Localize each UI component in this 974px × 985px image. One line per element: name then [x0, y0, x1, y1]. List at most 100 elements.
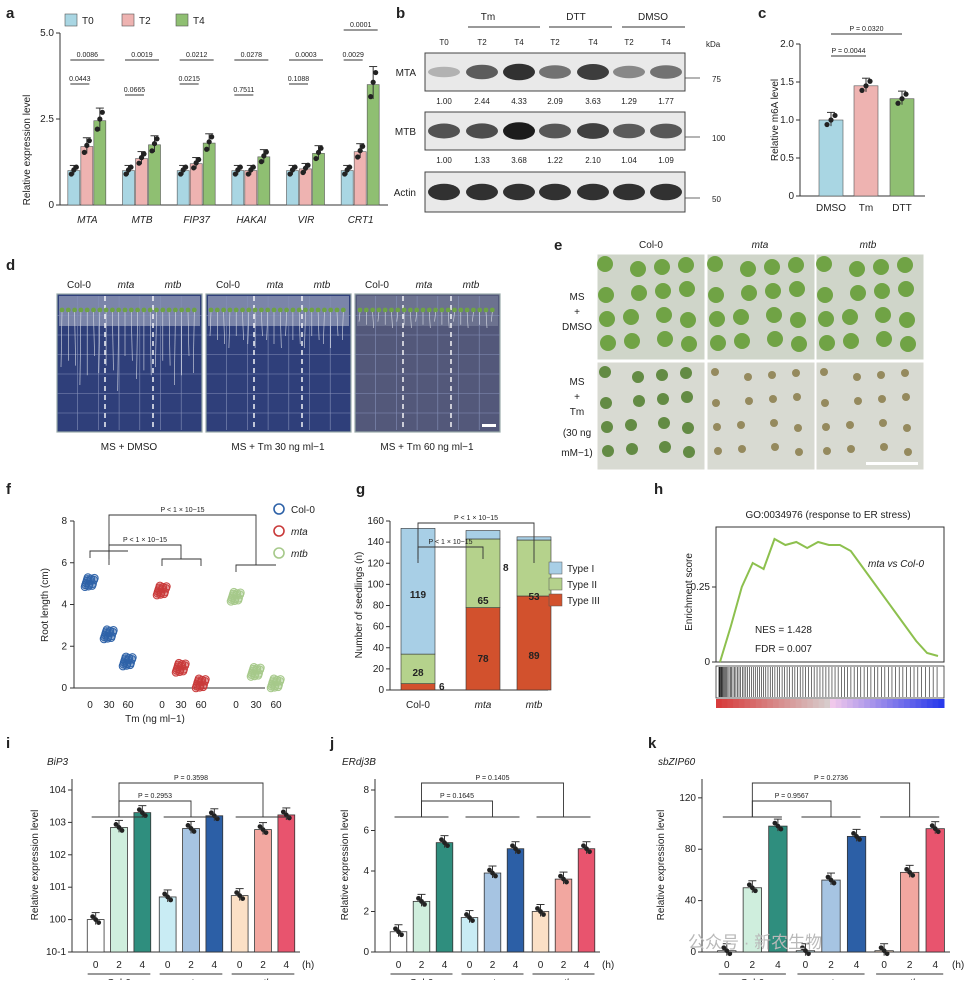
i-dot: [119, 828, 125, 833]
seedling-shoot: [433, 307, 438, 313]
seedling-shoot: [227, 307, 233, 313]
f-ytick-label: 8: [61, 516, 67, 527]
plate-caption: MS + Tm 30 ng ml−1: [231, 442, 325, 453]
panel-h: h GO:0034976 (response to ER stress) Enr…: [654, 481, 945, 708]
k-ytick-label: 40: [685, 896, 697, 907]
seedling-leaf: [624, 333, 640, 349]
i-dot: [188, 826, 194, 831]
a-dot: [237, 164, 243, 170]
a-dot: [315, 149, 322, 155]
seedling-root: [377, 311, 380, 322]
h-rank-gradient: [875, 699, 882, 708]
g-bracket-1-pvalue: P < 1 × 10−15: [428, 539, 472, 546]
seedling-shoot: [246, 307, 252, 313]
h-rank-gradient: [915, 699, 922, 708]
a-dot: [360, 143, 366, 149]
j-dot: [587, 849, 592, 855]
seedling-leaf: [678, 257, 694, 273]
seedling-leaf: [788, 257, 804, 273]
seedling-leaf: [901, 369, 909, 377]
seedling-root: [391, 311, 393, 329]
k-dot: [904, 866, 910, 872]
seedling-leaf: [734, 333, 750, 349]
seedling-root: [136, 311, 138, 380]
seedling-leaf: [790, 312, 806, 328]
j-bar: [460, 917, 479, 953]
photo-row1-line3: DMSO: [562, 322, 592, 333]
legend-label-type3: Type III: [567, 596, 600, 607]
i-dot: [93, 917, 99, 922]
i-bar: [158, 896, 177, 953]
panel-i-ylabel: Relative expression level: [30, 810, 41, 921]
g-count-label: 78: [477, 654, 489, 665]
j-hour-label: 2: [490, 960, 496, 971]
seedling-shoot: [59, 307, 65, 313]
seedling-shoot: [259, 307, 264, 313]
seedling-root: [285, 311, 287, 337]
seedling-leaf: [733, 309, 749, 325]
seedling-leaf: [842, 309, 858, 325]
blot-quant-value: 3.68: [511, 156, 527, 165]
a-gene-label: MTB: [131, 215, 152, 226]
g-stack-segment: [465, 607, 501, 691]
j-bar: [412, 900, 431, 953]
seedling-leaf: [682, 422, 694, 434]
a-bar: [312, 153, 325, 206]
a-dot: [73, 164, 79, 170]
seedling-root: [60, 311, 63, 368]
a-bracket-top-pvalue: 0.0003: [295, 52, 317, 59]
a-dot: [86, 138, 92, 144]
blot-quant-value: 1.09: [658, 156, 674, 165]
panel-f-ylabel: Root length (cm): [40, 568, 51, 642]
h-rank-gradient: [801, 699, 808, 708]
h-rank-gradient: [795, 699, 802, 708]
panel-h-plot: 00.25: [691, 526, 945, 708]
seedling-leaf: [898, 281, 914, 297]
panel-k-ylabel: Relative expression level: [656, 810, 667, 921]
seedling-root: [466, 311, 469, 329]
j-hour-unit: (h): [602, 960, 614, 971]
i-hour-label: 4: [284, 960, 290, 971]
i-dot: [240, 896, 246, 902]
a-bracket-bottom-pvalue: 0.0029: [342, 52, 364, 59]
panel-j: j ERdj3B Relative expression level 0 2 4 6 8…: [329, 735, 614, 985]
seedling-shoot: [303, 307, 308, 313]
seedling-leaf: [710, 335, 726, 351]
blot-quant-value: 2.09: [547, 97, 563, 106]
plate-genotype-label: mtb: [165, 280, 182, 291]
seedling-leaf: [846, 421, 854, 429]
a-dot: [373, 69, 379, 76]
j-dot: [422, 901, 427, 907]
plate-genotype-label: Col-0: [67, 280, 91, 291]
seedling-leaf: [713, 423, 721, 431]
seedling-root: [358, 311, 361, 322]
a-dot: [94, 126, 100, 132]
photo-col-col0: Col-0: [639, 240, 663, 251]
seedling-shoot: [135, 307, 141, 313]
j-dot: [439, 837, 444, 843]
k-dot: [727, 951, 733, 957]
seedling-leaf: [626, 443, 638, 455]
seedling-root: [74, 311, 76, 366]
legend-swatch-t2: [121, 13, 135, 27]
seedling-leaf: [707, 256, 723, 272]
seedling-shoot: [296, 307, 302, 313]
f-bracket-right: [235, 564, 276, 572]
plate-genotype-label: mtb: [463, 280, 480, 291]
i-dot: [113, 822, 119, 827]
k-bracket-1: [751, 800, 832, 817]
seedling-shoot: [97, 307, 103, 313]
blot-quant-value: 2.44: [474, 97, 490, 106]
seedling-leaf: [849, 261, 865, 277]
k-dot: [935, 829, 941, 835]
i-dot: [260, 827, 266, 832]
seedling-root: [304, 311, 306, 349]
c-ytick-label: 0: [788, 191, 794, 202]
k-hour-label: 2: [907, 960, 913, 971]
i-dot: [90, 914, 96, 919]
seedling-leaf: [681, 391, 693, 403]
blot-band: [539, 65, 571, 79]
seedling-leaf: [623, 309, 639, 325]
a-dot: [128, 164, 134, 170]
a-dot: [123, 171, 129, 177]
